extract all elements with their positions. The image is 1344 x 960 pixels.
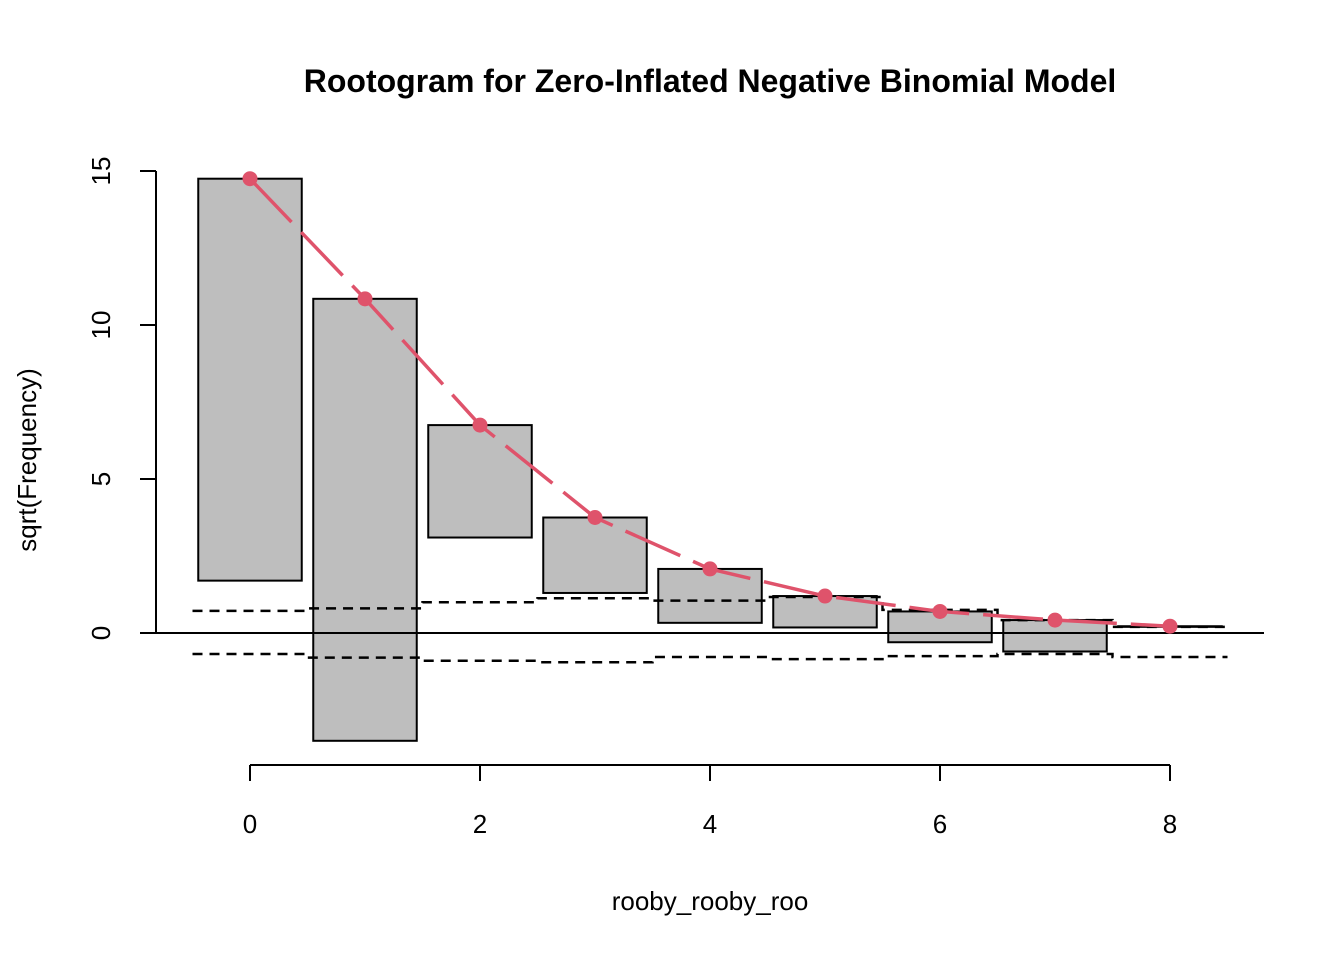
x-tick-label: 4 bbox=[703, 809, 717, 839]
x-tick-label: 0 bbox=[243, 809, 257, 839]
expected-point bbox=[817, 588, 833, 604]
expected-point bbox=[472, 417, 488, 433]
x-axis-label: rooby_rooby_roo bbox=[612, 886, 809, 916]
expected-point bbox=[242, 171, 258, 187]
x-tick-label: 8 bbox=[1163, 809, 1177, 839]
rootogram-bar bbox=[197, 177, 303, 582]
expected-point bbox=[357, 291, 373, 307]
expected-point bbox=[1162, 618, 1178, 634]
chart-title: Rootogram for Zero-Inflated Negative Bin… bbox=[304, 63, 1117, 99]
rootogram-bar bbox=[542, 516, 648, 594]
x-tick-label: 2 bbox=[473, 809, 487, 839]
rootogram-bar bbox=[1002, 619, 1108, 653]
x-tick-label: 6 bbox=[933, 809, 947, 839]
y-tick-label: 15 bbox=[86, 157, 116, 186]
expected-point bbox=[587, 510, 603, 525]
expected-point bbox=[932, 603, 948, 619]
rootogram-bar bbox=[427, 424, 533, 539]
expected-point bbox=[702, 561, 718, 577]
expected-point bbox=[1047, 612, 1063, 628]
reference-band-upper bbox=[192, 595, 1228, 629]
y-axis-label: sqrt(Frequency) bbox=[12, 368, 42, 552]
y-tick-label: 10 bbox=[86, 311, 116, 340]
reference-band-lower bbox=[192, 652, 1228, 664]
rootogram-bar bbox=[312, 297, 418, 742]
y-tick-label: 0 bbox=[86, 626, 116, 640]
y-tick-label: 5 bbox=[86, 472, 116, 486]
plot-area: 0 5 10 15 0 2 4 6 8 bbox=[86, 157, 1264, 839]
